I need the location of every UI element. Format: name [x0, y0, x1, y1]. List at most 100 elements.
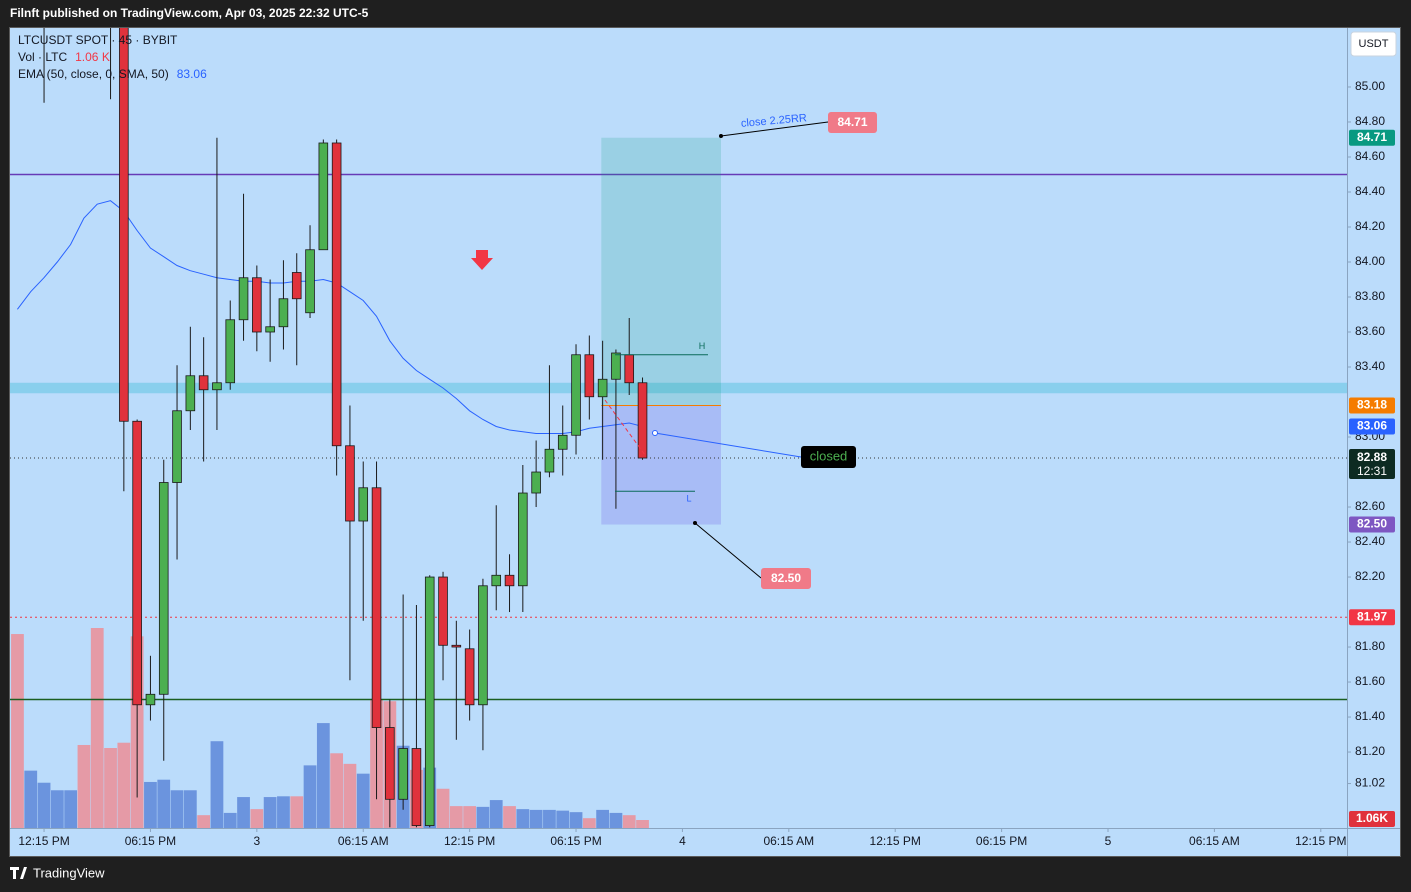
callout-dot — [652, 430, 658, 436]
y-tick-label: 82.20 — [1355, 569, 1385, 583]
volume-bar — [157, 779, 171, 828]
candle-body — [504, 574, 515, 587]
candle-body — [331, 142, 342, 447]
volume-bar — [237, 797, 250, 828]
price-tag-label: 83.18 — [1357, 398, 1387, 412]
y-tick-label: 85.00 — [1355, 79, 1385, 93]
currency[interactable]: USDT — [1359, 38, 1389, 50]
volume-bar — [290, 796, 304, 828]
candle-body — [291, 272, 302, 300]
x-tick-label: 06:15 AM — [763, 834, 814, 848]
legend-value: 83.06 — [177, 67, 207, 81]
y-tick-label: 81.20 — [1355, 744, 1385, 758]
last-price-tag — [1349, 449, 1395, 480]
status-callout — [801, 446, 856, 468]
candle-body — [411, 748, 422, 826]
candle-body — [238, 277, 249, 321]
volume-bar — [24, 770, 38, 828]
volume-bar — [11, 634, 24, 828]
price-tag — [1349, 397, 1395, 414]
x-tick-label: 06:15 AM — [1189, 834, 1240, 848]
position-loss — [601, 405, 721, 525]
legend-ema: EMA (50, close, 0, SMA, 50) 83.06 — [18, 67, 207, 81]
candle-body — [491, 574, 502, 587]
legend-value: 1.06 K — [75, 50, 110, 64]
volume-bar — [37, 782, 51, 828]
y-tick-label: 84.00 — [1355, 254, 1385, 268]
callout-dot — [719, 134, 723, 138]
y-tick-label: 81.02 — [1355, 776, 1385, 790]
candle-body — [464, 648, 475, 706]
volume-bar — [170, 790, 184, 828]
price-tag — [1349, 609, 1395, 626]
y-tick-label: 83.80 — [1355, 289, 1385, 303]
volume-bar — [303, 765, 317, 828]
position-note: close 2.25RR — [740, 112, 807, 130]
y-tick-label: 84.80 — [1355, 114, 1385, 128]
volume-bar — [582, 818, 596, 828]
last-price-label: 82.88 — [1357, 450, 1387, 464]
dashed-path — [604, 399, 646, 456]
candle-body — [358, 487, 369, 522]
candle-body — [518, 492, 528, 587]
volume-bar — [489, 800, 503, 828]
legend-volume: Vol · LTC 1.06 K — [18, 50, 110, 64]
candle-body — [584, 354, 595, 398]
stop-callout-label: 82.50 — [771, 571, 801, 585]
x-tick-label: 3 — [253, 834, 260, 848]
callout-dot — [693, 521, 697, 525]
x-tick-label: 12:15 PM — [870, 834, 921, 848]
countdown: 12:31 — [1357, 464, 1387, 478]
hl-label: L — [686, 494, 691, 504]
volume-bar — [250, 809, 264, 828]
candle-body — [371, 487, 382, 728]
brand-name: TradingView — [33, 865, 105, 880]
hl-label: H — [699, 341, 706, 351]
candle-body — [212, 382, 222, 391]
stop-callout — [761, 568, 811, 589]
callout-line — [720, 121, 829, 137]
candle-body — [531, 471, 541, 494]
candle-body — [611, 352, 621, 380]
volume-bar — [529, 809, 543, 828]
candle-body — [557, 434, 568, 450]
volume-bar — [330, 753, 344, 828]
candle-body — [252, 277, 262, 333]
volume-bar — [277, 796, 290, 828]
x-tick-label: 12:15 PM — [1295, 834, 1346, 848]
candle-body — [385, 727, 395, 800]
brand-logo — [10, 867, 27, 879]
down-arrow — [471, 250, 493, 270]
legend-name: Vol · LTC — [18, 50, 67, 64]
volume-bar — [144, 781, 157, 828]
volume-bar — [463, 806, 477, 828]
x-tick-label: 5 — [1105, 834, 1112, 848]
candle-body — [597, 378, 608, 398]
currency-button[interactable] — [1350, 31, 1397, 57]
volume-bar — [503, 806, 516, 828]
volume-bar — [77, 744, 91, 828]
volume-bar — [622, 815, 636, 828]
volume-bar — [543, 809, 556, 828]
candle-body — [478, 585, 488, 706]
y-tick-label: 81.80 — [1355, 639, 1385, 653]
volume-bar — [263, 797, 277, 828]
price-tag-label: 83.06 — [1357, 419, 1387, 433]
x-tick-label: 12:15 PM — [444, 834, 495, 848]
volume-bar — [516, 809, 530, 828]
candle-body — [624, 354, 635, 384]
y-tick-label: 82.40 — [1355, 534, 1385, 548]
volume-bar — [609, 812, 623, 828]
candle-body — [438, 576, 448, 646]
price-tag — [1349, 811, 1395, 827]
candle-body — [145, 693, 156, 706]
candle-body — [544, 448, 555, 473]
volume-bar — [436, 788, 450, 828]
volume-bar — [90, 628, 104, 828]
x-tick-label: 12:15 PM — [18, 834, 69, 848]
publisher: Filnft published on TradingView.com, Apr… — [10, 6, 369, 20]
price-tag-label: 82.50 — [1357, 517, 1387, 531]
zone — [10, 382, 1347, 394]
brand: TradingView — [10, 865, 105, 880]
